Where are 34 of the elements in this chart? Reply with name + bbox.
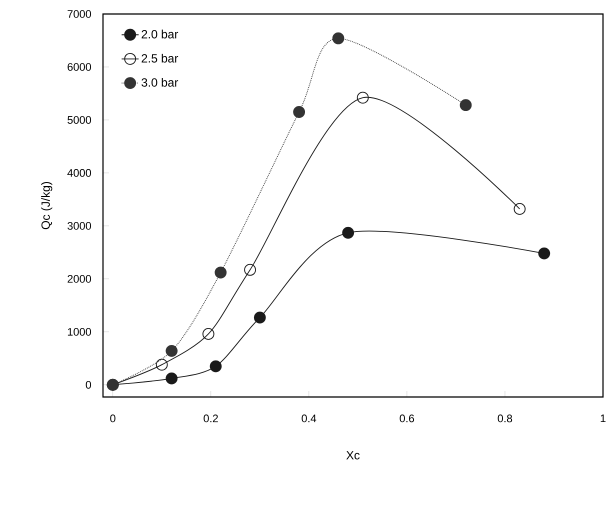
point xyxy=(166,372,178,384)
point xyxy=(214,266,227,278)
point xyxy=(514,202,526,215)
point xyxy=(156,358,168,371)
point xyxy=(244,264,256,276)
y-tick-label: 1000 xyxy=(68,328,92,336)
x-tick-label: 0.2 xyxy=(204,414,218,422)
legend-label: 3.0 bar xyxy=(142,78,178,87)
point xyxy=(293,106,306,118)
legend-label: 2.0 bar xyxy=(142,30,178,38)
point xyxy=(460,99,472,112)
y-tick-label: 2000 xyxy=(68,275,92,283)
point xyxy=(210,360,222,372)
y-tick-label: 5000 xyxy=(68,116,92,124)
point xyxy=(254,312,266,324)
x-tick-label: 0.4 xyxy=(302,414,316,422)
x-tick-label: 0 xyxy=(110,414,116,422)
x-axis-title: Xc xyxy=(346,451,360,460)
x-tick-label: 0.8 xyxy=(498,414,512,422)
legend-label: 2.5 bar xyxy=(142,54,178,63)
x-tick-label: 1 xyxy=(600,414,606,422)
y-tick-label: 3000 xyxy=(68,222,92,230)
y-tick-label: 4000 xyxy=(67,169,92,177)
y-tick-label: 7000 xyxy=(68,10,92,18)
y-axis-title: Qc (J/kg) xyxy=(41,182,52,230)
y-tick-label: 6000 xyxy=(68,63,92,71)
point xyxy=(342,226,354,239)
point xyxy=(356,92,369,104)
point xyxy=(166,344,178,357)
point xyxy=(202,328,214,340)
point xyxy=(538,247,550,260)
y-tick-label: 0 xyxy=(86,380,92,389)
x-tick-label: 0.6 xyxy=(400,414,414,422)
point xyxy=(332,32,344,44)
